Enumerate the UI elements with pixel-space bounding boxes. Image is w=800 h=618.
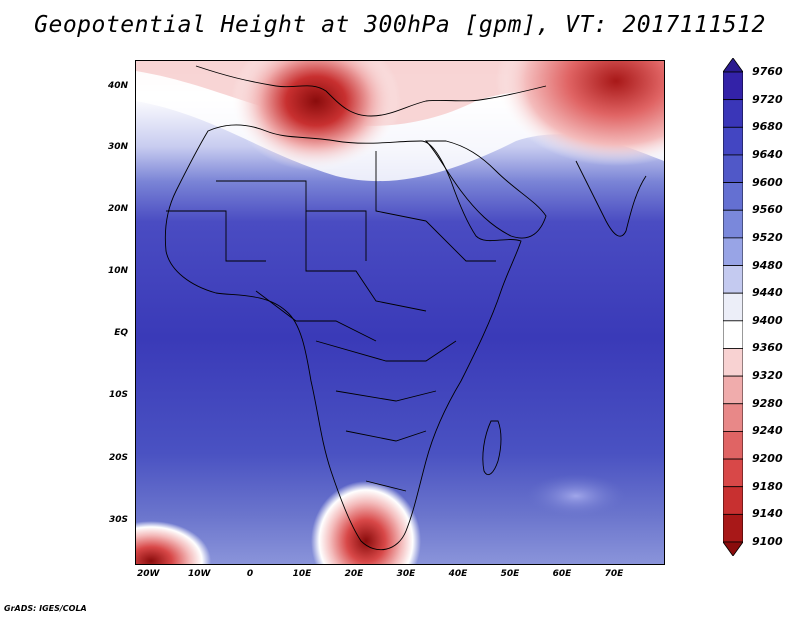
southwest-high-center [136,521,211,564]
pale-patch [526,474,626,518]
longitude-label: 20W [137,569,160,579]
colorbar-level-label: 9720 [752,92,783,106]
colorbar-level-label: 9440 [752,286,783,300]
colorbar-swatch [723,99,743,128]
latitude-label: 30S [108,515,128,525]
colorbar-bottom-triangle [723,541,743,556]
east-high-center [496,61,664,166]
longitude-label: 10E [292,569,312,579]
colorbar-level-label: 9180 [752,479,783,493]
colorbar-swatch [723,182,743,211]
colorbar-swatch [723,403,743,432]
geopotential-map [136,61,664,564]
latitude-label: EQ [114,328,128,338]
colorbar-swatch [723,486,743,515]
colorbar-swatch [723,154,743,183]
colorbar-swatch [723,513,743,543]
colorbar-level-label: 9640 [752,147,783,161]
colorbar-level-label: 9520 [752,230,783,244]
colorbar-level-label: 9200 [752,452,783,466]
map-panel [135,60,665,565]
colorbar-level-label: 9140 [752,507,783,521]
latitude-label: 40N [107,81,128,91]
latitude-label: 20N [107,204,128,214]
colorbar-level-label: 9320 [752,369,783,383]
longitude-label: 70E [604,569,624,579]
longitude-label: 0 [246,569,254,579]
south-high-center [311,481,421,564]
colorbar-level-label: 9280 [752,396,783,410]
colorbar-swatch [723,431,743,460]
colorbar-swatch [723,265,743,294]
colorbar-level-label: 9400 [752,313,783,327]
colorbar-swatch [723,126,743,156]
colorbar-swatch [723,292,743,322]
colorbar-level-label: 9100 [752,535,783,548]
longitude-label: 10W [188,569,211,579]
colorbar-top-triangle [723,58,743,73]
colorbar-swatch [723,458,743,488]
latitude-label: 10N [107,266,128,276]
colorbar-swatch [723,209,743,239]
colorbar-swatch [723,375,743,405]
longitude-label: 50E [500,569,520,579]
colorbar-level-label: 9240 [752,424,783,438]
latitude-label: 20S [108,453,128,463]
colorbar [723,58,743,556]
longitude-label: 60E [552,569,572,579]
colorbar-swatch [723,320,743,349]
colorbar-level-label: 9760 [752,65,783,78]
latitude-label: 10S [108,390,128,400]
colorbar-swatch [723,71,743,101]
colorbar-level-label: 9560 [752,203,783,217]
colorbar-level-label: 9600 [752,175,783,189]
longitude-label: 20E [344,569,364,579]
latitude-label: 30N [107,142,128,152]
colorbar-swatch [723,237,743,266]
coastlines [164,65,647,551]
colorbar-level-label: 9360 [752,341,783,355]
longitude-label: 40E [448,569,468,579]
colorbar-swatch [723,348,743,377]
credit-text: GrADS: IGES/COLA [4,604,87,613]
chart-title: Geopotential Height at 300hPa [gpm], VT:… [34,12,766,38]
colorbar-level-label: 9480 [752,258,783,272]
longitude-label: 30E [396,569,416,579]
colorbar-level-label: 9680 [752,120,783,134]
